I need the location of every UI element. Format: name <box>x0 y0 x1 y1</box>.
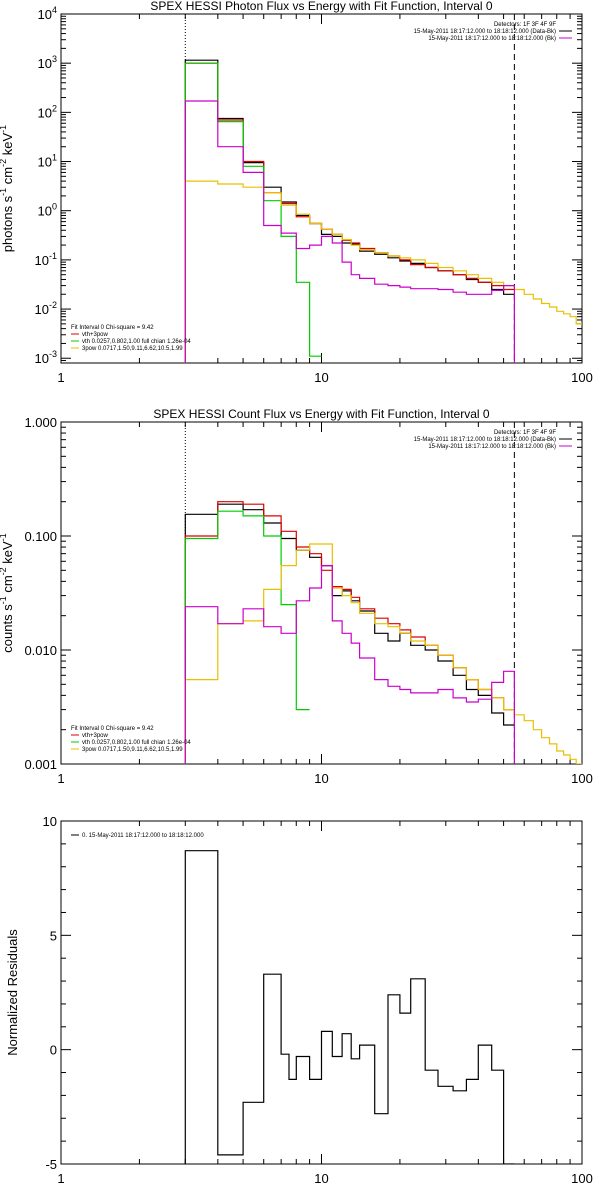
legend-text: 0. 15-May-2011 18:17:12.000 to 18:18:12.… <box>82 833 204 839</box>
y-tick-label: 104 <box>38 5 57 22</box>
series-line-1 <box>184 62 515 363</box>
series-line-0 <box>184 850 515 1164</box>
x-tick-label: 10 <box>314 771 328 786</box>
y-tick-label: 10-2 <box>35 300 57 317</box>
legend-text: Detectors: 1F 3F 4F 9F <box>494 22 556 28</box>
y-tick-label: 102 <box>38 103 57 120</box>
legend-text: vth+3pow <box>82 733 109 739</box>
legend-legend_bl: Fit Interval 0 Chi-square = 9.42vth+3pow… <box>71 325 191 352</box>
y-tick-label: 103 <box>38 54 57 71</box>
legend-text: 3pow 0.0717,1.50,9.11,6.62,10.5,1.99 <box>82 747 183 753</box>
x-tick-label: 1 <box>57 370 64 385</box>
x-tick-label: 100 <box>571 771 593 786</box>
legend-text: Detectors: 1F 3F 4F 9F <box>494 430 556 436</box>
series-group <box>184 59 582 363</box>
chart-title: SPEX HESSI Count Flux vs Energy with Fit… <box>153 407 489 421</box>
y-tick-label: 1.000 <box>24 415 57 430</box>
x-tick-label: 10 <box>314 1171 328 1186</box>
chart-title: SPEX HESSI Photon Flux vs Energy with Fi… <box>150 0 492 13</box>
series-line-0 <box>184 59 515 363</box>
x-tick-label: 10 <box>314 370 328 385</box>
x-tick-label: 1 <box>57 1171 64 1186</box>
y-tick-label: 10-1 <box>35 251 57 268</box>
legend-legend_bl: Fit Interval 0 Chi-square = 9.42vth+3pow… <box>71 726 191 753</box>
y-tick-label: 5 <box>50 928 57 943</box>
plot-frame <box>60 13 583 364</box>
y-tick-label: -5 <box>45 1157 57 1172</box>
legend-text: vth 0.0257,0.802,1.00 full chian 1.26e-0… <box>82 740 191 746</box>
y-tick-label: 0.010 <box>24 643 57 658</box>
residuals-panel: 1 10 100 -5 0 5 10 Normalized Residuals 0. 15-Ma… <box>5 814 593 1186</box>
y-tick-label: 0 <box>50 1043 57 1058</box>
series-line-2 <box>184 510 310 764</box>
x-tick-label: 100 <box>571 370 593 385</box>
legend-text: Fit Interval 0 Chi-square = 9.42 <box>71 325 154 331</box>
series-line-4 <box>184 100 515 363</box>
y-tick-label: 0.100 <box>24 529 57 544</box>
series-line-3 <box>184 543 582 764</box>
y-axis-label: photons s-1 cm-2 keV-1 <box>0 125 15 252</box>
y-tick-label: 10-3 <box>35 349 57 366</box>
series-group <box>184 501 582 764</box>
x-tick-label: 100 <box>571 1171 593 1186</box>
series-line-2 <box>184 62 322 363</box>
y-tick-label: 100 <box>38 202 57 219</box>
x-tick-label: 1 <box>57 771 64 786</box>
series-line-4 <box>184 565 515 764</box>
y-axis-label: counts s-1 cm-2 keV-1 <box>0 533 15 652</box>
legend-legend_tl: 0. 15-May-2011 18:17:12.000 to 18:18:12.… <box>71 833 204 839</box>
y-tick-label: 0.001 <box>24 757 57 772</box>
count-flux-panel: SPEX HESSI Count Flux vs Energy with Fit… <box>0 407 593 786</box>
y-axis-label: Normalized Residuals <box>5 929 20 1056</box>
y-tick-label: 101 <box>38 153 57 170</box>
legend-text: 15-May-2011 18:17:12.000 to 18:18:12.000… <box>414 437 556 443</box>
legend-text: vth 0.0257,0.802,1.00 full chian 1.26e-0… <box>82 339 191 345</box>
photon-flux-panel: SPEX HESSI Photon Flux vs Energy with Fi… <box>0 0 593 385</box>
legend-text: Fit Interval 0 Chi-square = 9.42 <box>71 726 154 732</box>
series-line-3 <box>184 180 582 363</box>
legend-text: 15-May-2011 18:17:12.000 to 18:18:12.000… <box>428 444 556 450</box>
legend-text: 15-May-2011 18:17:12.000 to 18:18:12.000… <box>428 36 556 42</box>
series-line-0 <box>184 503 515 764</box>
legend-text: 3pow 0.0717,1.50,9.11,6.62,10.5,1.99 <box>82 346 183 352</box>
legend-text: vth+3pow <box>82 332 109 338</box>
legend-text: 15-May-2011 18:17:12.000 to 18:18:12.000… <box>414 29 556 35</box>
y-tick-label: 10 <box>43 814 57 829</box>
series-group <box>184 850 515 1164</box>
